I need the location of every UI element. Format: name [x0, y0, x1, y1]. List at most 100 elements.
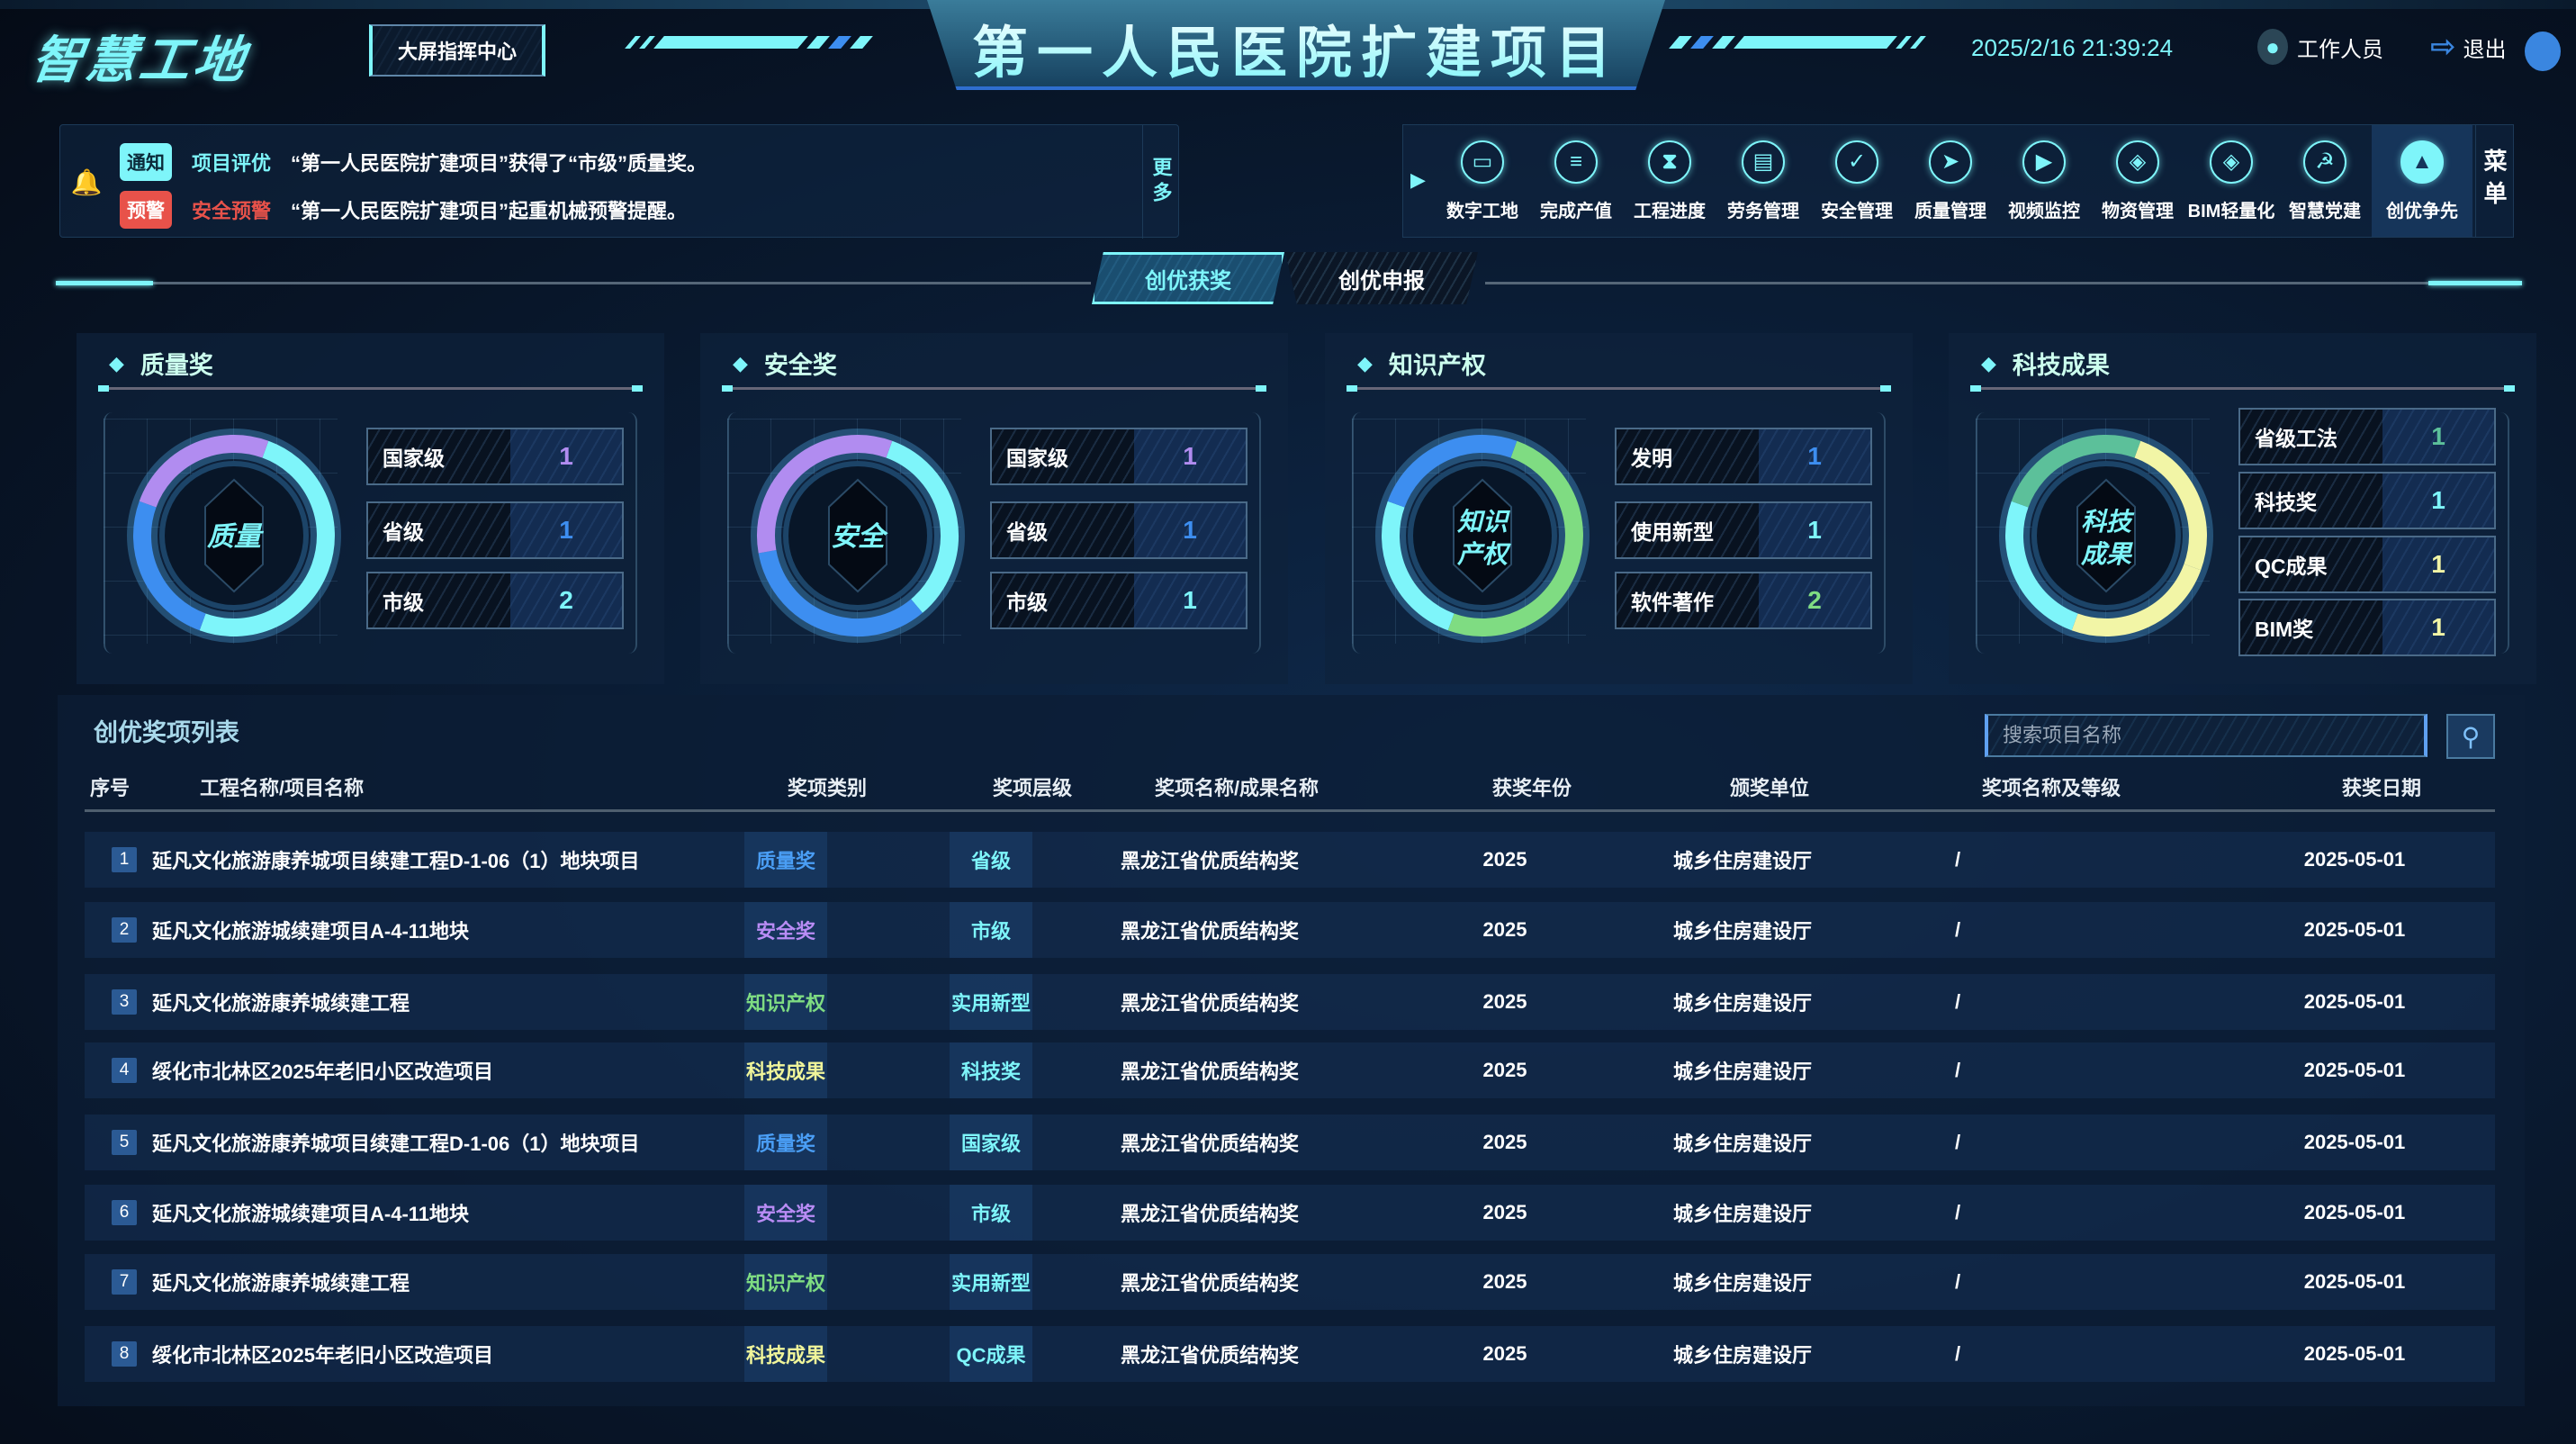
box-icon: ◈ — [2116, 140, 2159, 184]
column-header: 序号 — [90, 777, 131, 799]
avatar[interactable] — [2525, 32, 2561, 71]
column-header: 奖项类别 — [787, 777, 868, 799]
table-row[interactable]: 6 延凡文化旅游城续建项目A-4-11地块 安全奖 市级 黑龙江省优质结构奖 2025 城乡… — [85, 1185, 2495, 1241]
menu-toggle[interactable]: 菜单 — [2475, 125, 2513, 237]
hexagon-badge — [2076, 478, 2136, 593]
cell-grade: / — [1955, 1059, 1961, 1081]
cell-issuer: 城乡住房建设厅 — [1672, 1133, 1813, 1155]
search-input[interactable] — [1985, 714, 2427, 757]
awards-table-section: 创优奖项列表 ⚲ 序号 工程名称/项目名称 奖项类别 奖项层级 奖项名称/成果名称 获奖年… — [58, 695, 2525, 1406]
cell-grade: / — [1955, 1342, 1961, 1365]
menu-item-label: 视频监控 — [2008, 201, 2080, 221]
cell-level: 市级 — [970, 920, 1012, 943]
menu-item[interactable]: ⧗ 工程进度 — [1623, 125, 1716, 237]
panel-title: ◆ 安全奖 — [733, 346, 837, 381]
menu-item-label: 完成产值 — [1540, 201, 1612, 221]
stat-box: 使用新型 1 — [1615, 501, 1872, 559]
cell-award: 黑龙江省优质结构奖 — [1120, 1203, 1300, 1225]
stat-box: 发明 1 — [1615, 428, 1872, 485]
category-cell-bg — [744, 832, 827, 888]
stat-value: 1 — [1134, 503, 1246, 557]
column-header: 工程名称/项目名称 — [200, 777, 365, 799]
notice-tag: 预警 — [120, 191, 172, 229]
row-index-badge: 5 — [112, 1130, 137, 1155]
stat-box: 科技奖 1 — [2238, 472, 2496, 529]
category-cell-bg — [744, 974, 827, 1030]
command-center-button[interactable]: 大屏指挥中心 — [369, 24, 545, 77]
category-cell-bg — [744, 1115, 827, 1170]
donut-segment-国家级 — [757, 435, 893, 554]
table-row[interactable]: 8 绥化市北林区2025年老旧小区改造项目 科技成果 QC成果 黑龙江省优质结构奖 202… — [85, 1326, 2495, 1382]
notice-item[interactable]: 通知 项目评优 “第一人民医院扩建项目”获得了“市级”质量奖。 — [120, 143, 707, 181]
menu-item[interactable]: ☭ 智慧党建 — [2278, 125, 2372, 237]
column-header: 颁奖单位 — [1729, 777, 1810, 799]
table-row[interactable]: 2 延凡文化旅游城续建项目A-4-11地块 安全奖 市级 黑龙江省优质结构奖 2025 城乡… — [85, 902, 2495, 958]
table-row[interactable]: 4 绥化市北林区2025年老旧小区改造项目 科技成果 科技奖 黑龙江省优质结构奖 2025… — [85, 1042, 2495, 1098]
level-cell-bg — [950, 902, 1032, 958]
menu-item[interactable]: ▶ 视频监控 — [1997, 125, 2091, 237]
stat-box: 国家级 1 — [366, 428, 624, 485]
notice-bar: 🔔 通知 项目评优 “第一人民医院扩建项目”获得了“市级”质量奖。 预警 安全预警 “第一… — [59, 124, 1179, 239]
stat-value: 1 — [2382, 600, 2494, 654]
stat-label: 省级 — [383, 520, 424, 544]
level-cell-bg — [950, 832, 1032, 888]
notice-item[interactable]: 预警 安全预警 “第一人民医院扩建项目”起重机械预警提醒。 — [120, 191, 687, 229]
tab-applications[interactable]: 创优申报 — [1285, 252, 1478, 304]
menu-item-label: BIM轻量化 — [2187, 201, 2275, 221]
menu-item[interactable]: ◈ BIM轻量化 — [2184, 125, 2278, 237]
menu-item[interactable]: ✓ 安全管理 — [1810, 125, 1904, 237]
stat-value: 1 — [2382, 537, 2494, 591]
monitor-icon: ▭ — [1461, 140, 1504, 184]
cell-year: 2025 — [1482, 990, 1527, 1013]
cell-year: 2025 — [1482, 1131, 1527, 1153]
cell-project: 绥化市北林区2025年老旧小区改造项目 — [152, 1344, 493, 1367]
menu-item[interactable]: ≡ 完成产值 — [1529, 125, 1623, 237]
menu-item[interactable]: ◈ 物资管理 — [2091, 125, 2184, 237]
donut-segment-国家级 — [139, 435, 269, 508]
row-index-badge: 2 — [112, 917, 137, 943]
user-menu[interactable]: ● 工作人员 — [2257, 29, 2383, 65]
more-notices-button[interactable]: 更多 — [1142, 125, 1178, 239]
table-row[interactable]: 1 延凡文化旅游康养城项目续建工程D-1-06（1）地块项目 质量奖 省级 黑龙江省优质… — [85, 832, 2495, 888]
panel-title: ◆ 科技成果 — [1981, 346, 2110, 381]
menu-item-label: 智慧党建 — [2289, 201, 2361, 221]
cell-level: 国家级 — [960, 1133, 1022, 1155]
panel-frame — [104, 412, 637, 654]
award-donut-chart: 知识产权 — [1375, 429, 1590, 643]
menu-item[interactable]: ▭ 数字工地 — [1436, 125, 1529, 237]
cell-year: 2025 — [1482, 1342, 1527, 1365]
stat-box: 市级 1 — [990, 572, 1247, 629]
datetime: 2025/2/16 21:39:24 — [1971, 34, 2174, 61]
cell-award: 黑龙江省优质结构奖 — [1120, 1133, 1300, 1155]
table-row[interactable]: 5 延凡文化旅游康养城项目续建工程D-1-06（1）地块项目 质量奖 国家级 黑龙江省优… — [85, 1115, 2495, 1170]
search-button[interactable]: ⚲ — [2446, 714, 2495, 759]
menu-item[interactable]: ▲ 创优争先 — [2372, 125, 2472, 237]
module-menu: ▶ ▭ 数字工地 ≡ 完成产值 ⧗ 工程进度 ▤ 劳务管理 ✓ 安全管理 ➤ 质量管理 ▶ 视频监控 ◈ 物资… — [1402, 124, 2514, 238]
panel-frame — [1976, 412, 2509, 654]
hexagon-badge — [828, 478, 887, 593]
cell-project: 延凡文化旅游康养城续建工程 — [152, 992, 410, 1015]
menu-item[interactable]: ➤ 质量管理 — [1904, 125, 1997, 237]
table-row[interactable]: 3 延凡文化旅游康养城续建工程 知识产权 实用新型 黑龙江省优质结构奖 2025 城乡住房建… — [85, 974, 2495, 1030]
level-cell-bg — [950, 1254, 1032, 1310]
bell-icon: 🔔 — [70, 167, 103, 196]
user-label: 工作人员 — [2297, 37, 2383, 62]
table-row[interactable]: 7 延凡文化旅游康养城续建工程 知识产权 实用新型 黑龙江省优质结构奖 2025 城乡住房建… — [85, 1254, 2495, 1310]
stat-value: 1 — [2382, 410, 2494, 464]
panel-divider — [1970, 385, 2515, 392]
level-cell-bg — [950, 1115, 1032, 1170]
hexagon-badge — [1453, 478, 1512, 593]
stat-box: 国家级 1 — [990, 428, 1247, 485]
menu-item[interactable]: ▤ 劳务管理 — [1716, 125, 1810, 237]
notice-text: “第一人民医院扩建项目”起重机械预警提醒。 — [291, 200, 688, 222]
menu-scroll-arrow-icon[interactable]: ▶ — [1410, 168, 1426, 191]
cell-award: 黑龙江省优质结构奖 — [1120, 992, 1300, 1015]
column-header: 奖项层级 — [992, 777, 1073, 799]
tab-awards[interactable]: 创优获奖 — [1092, 252, 1284, 304]
cell-project: 延凡文化旅游城续建项目A-4-11地块 — [152, 920, 470, 943]
cell-date: 2025-05-01 — [2303, 848, 2406, 871]
category-cell-bg — [744, 1042, 827, 1098]
paper-plane-icon: ➤ — [1929, 140, 1972, 184]
menu-item-label: 安全管理 — [1821, 201, 1893, 221]
logout-button[interactable]: ⇨ 退出 — [2430, 29, 2507, 65]
